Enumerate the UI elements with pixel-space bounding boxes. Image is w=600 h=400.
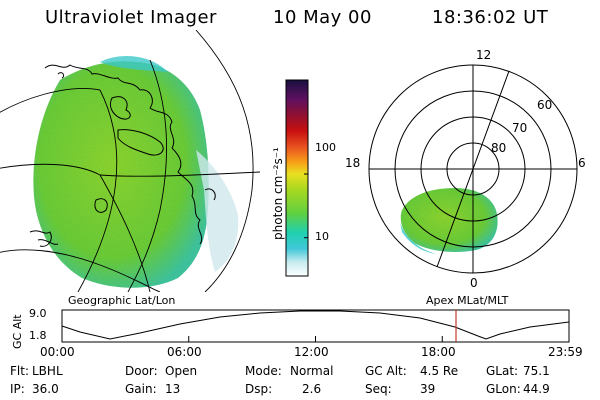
info-label: GLat: [486, 364, 519, 378]
polar-label-0: 0 [470, 276, 478, 290]
info-label: Door: [125, 364, 158, 378]
altitude-xtick-1: 06:00 [167, 345, 202, 359]
altitude-ytick-top: 9.0 [29, 307, 47, 320]
polar-label-18: 18 [345, 156, 361, 170]
info-label: Mode: [245, 364, 282, 378]
colorbar-tick-10: 10 [315, 230, 329, 243]
colorbar-ticks [304, 173, 308, 239]
polar-label-6: 6 [578, 156, 586, 170]
coastlines [29, 64, 216, 247]
info-value: 75.1 [523, 364, 550, 378]
info-value: 39 [420, 382, 436, 396]
geo-aurora-top [100, 56, 168, 72]
polar-lat-60: 60 [537, 98, 553, 112]
info-value: 13 [165, 382, 181, 396]
colorbar [285, 79, 309, 277]
altitude-xtick-2: 12:00 [294, 345, 329, 359]
info-label: GLon: [486, 382, 521, 396]
geo-graticule [0, 30, 260, 292]
observation-time: 18:36:02 UT [432, 7, 549, 28]
polar-aurora-fringe [400, 222, 436, 254]
altitude-xtick-3: 18:00 [421, 345, 456, 359]
polar-plot [368, 64, 578, 274]
info-value: Normal [290, 364, 334, 378]
polar-meridian-oblique [436, 70, 510, 268]
polar-caption: Apex MLat/MLT [426, 294, 509, 307]
instrument-title: Ultraviolet Imager [45, 7, 217, 28]
info-label: Dsp: [245, 382, 273, 396]
info-value: 4.5 Re [420, 364, 459, 378]
altitude-xtick-0: 00:00 [40, 345, 75, 359]
altitude-curve [61, 310, 570, 340]
geographic-map [0, 30, 260, 292]
polar-lat-70: 70 [512, 121, 528, 135]
info-label: Flt: [10, 364, 29, 378]
info-value: LBHL [32, 364, 63, 378]
info-label: IP: [10, 382, 25, 396]
info-value: Open [165, 364, 198, 378]
altitude-xtick-4: 23:59 [548, 345, 583, 359]
info-label: Gain: [125, 382, 157, 396]
colorbar-label: photon cm⁻²s⁻¹ [271, 147, 285, 240]
polar-label-12: 12 [476, 48, 492, 62]
geo-caption: Geographic Lat/Lon [68, 294, 176, 307]
geo-aurora-fringe [196, 150, 239, 272]
altitude-ytick-bottom: 1.8 [29, 329, 47, 342]
info-label: Seq: [365, 382, 392, 396]
observation-date: 10 May 00 [273, 7, 372, 28]
polar-lat-80: 80 [491, 141, 507, 155]
altitude-ylabel: GC Alt [11, 314, 24, 349]
altitude-xticks [61, 336, 570, 342]
colorbar-tick-100: 100 [315, 141, 336, 154]
info-value: 2.6 [302, 382, 322, 396]
info-value: 44.9 [523, 382, 550, 396]
info-value: 36.0 [32, 382, 59, 396]
info-label: GC Alt: [365, 364, 407, 378]
